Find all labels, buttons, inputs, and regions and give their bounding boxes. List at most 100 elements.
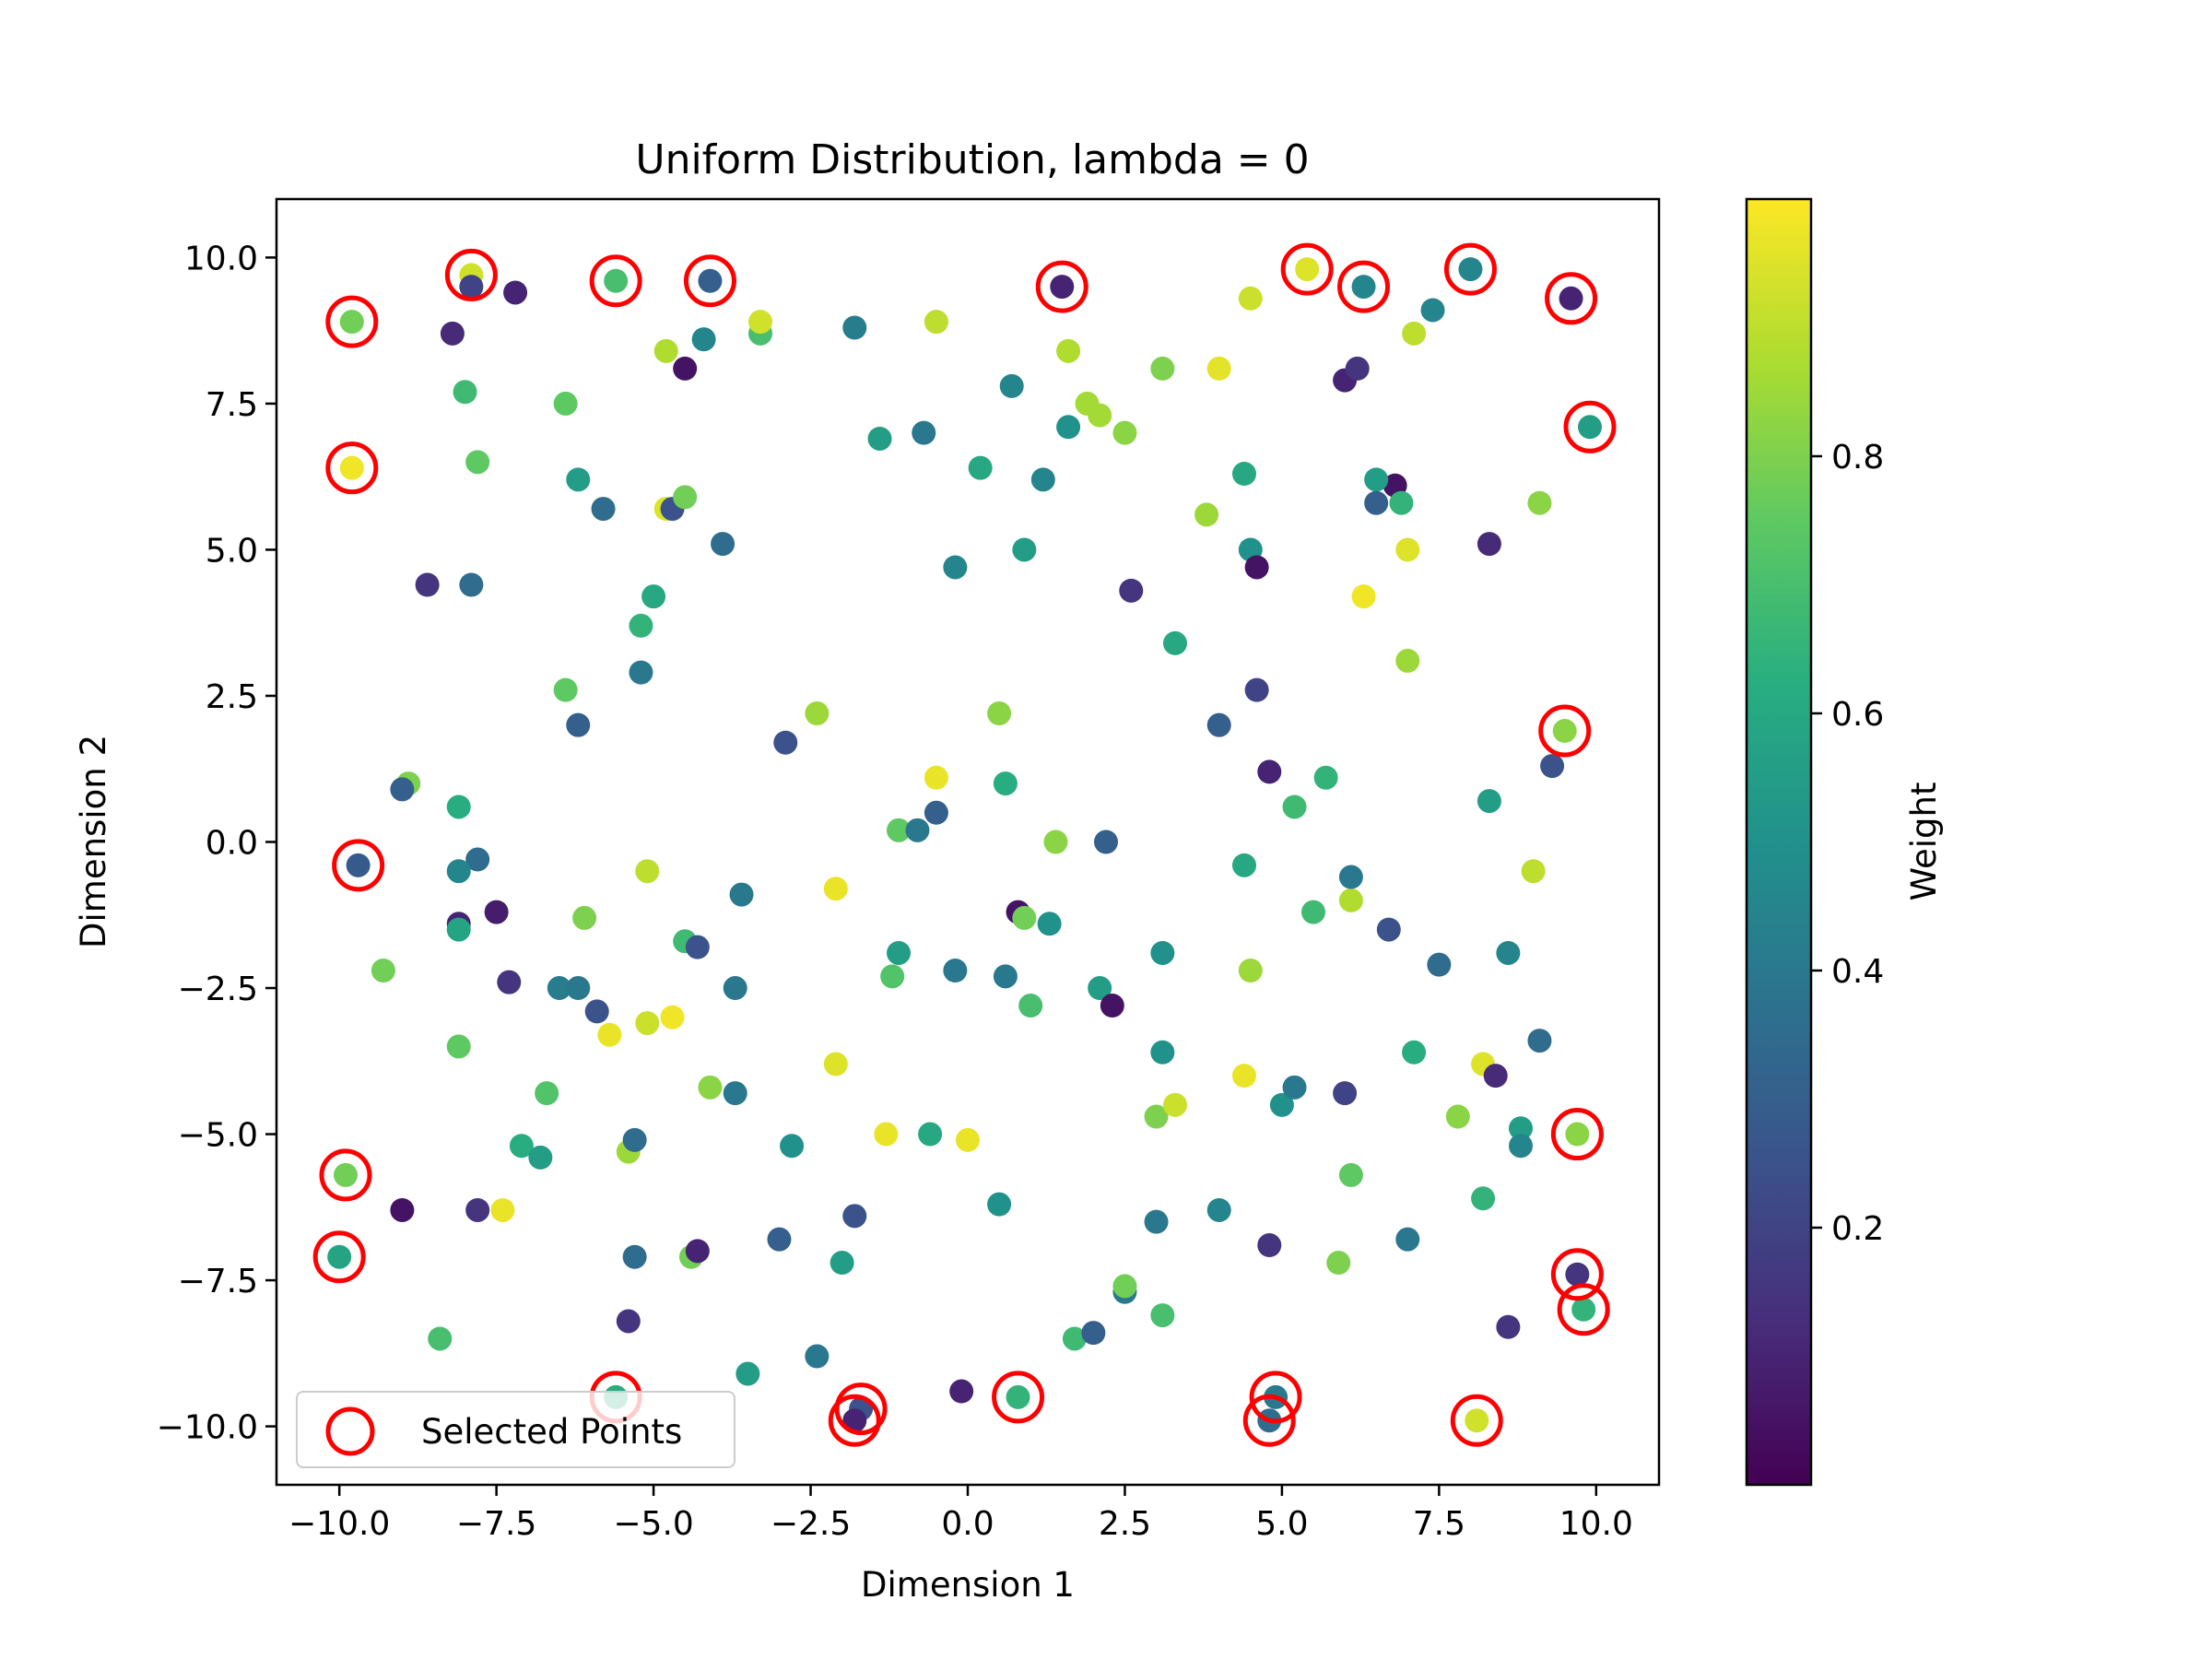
- data-point: [415, 572, 440, 597]
- data-point: [1351, 275, 1376, 300]
- x-tick-label: −7.5: [456, 1505, 536, 1543]
- data-point: [1509, 1134, 1533, 1159]
- data-point: [1018, 994, 1043, 1018]
- data-point: [842, 1408, 867, 1433]
- x-axis-label: Dimension 1: [861, 1565, 1075, 1605]
- data-point: [622, 1127, 647, 1152]
- data-point: [711, 532, 735, 557]
- data-point: [1395, 1227, 1420, 1252]
- data-point: [446, 794, 471, 819]
- data-point: [553, 391, 578, 416]
- data-point: [1088, 976, 1112, 1001]
- data-point: [1269, 1092, 1294, 1117]
- data-point: [1389, 490, 1414, 515]
- legend-box: [296, 1391, 735, 1468]
- data-point: [780, 1134, 805, 1159]
- data-point: [968, 455, 993, 480]
- data-point: [629, 613, 653, 638]
- data-point: [1081, 1321, 1106, 1346]
- data-point: [453, 380, 477, 405]
- data-point: [912, 420, 936, 445]
- x-tick-label: 2.5: [1099, 1505, 1151, 1543]
- data-point: [1088, 403, 1112, 428]
- data-point: [1037, 912, 1062, 936]
- data-point: [604, 268, 629, 293]
- data-point: [1194, 502, 1219, 527]
- selected-point-marker: [1550, 1108, 1604, 1161]
- data-point: [1119, 578, 1144, 603]
- data-point: [484, 900, 509, 924]
- y-tick-label: 0.0: [206, 825, 258, 863]
- selected-point-marker: [319, 1148, 372, 1202]
- data-point: [805, 1344, 830, 1369]
- data-point: [1056, 415, 1081, 440]
- data-point: [503, 280, 528, 305]
- data-point: [880, 964, 905, 989]
- data-point: [616, 1309, 641, 1334]
- data-point: [1565, 1262, 1590, 1287]
- data-point: [1338, 1162, 1363, 1187]
- data-point: [1552, 719, 1577, 744]
- data-point: [1062, 1326, 1087, 1351]
- data-point: [1257, 759, 1282, 784]
- data-point: [1540, 754, 1565, 779]
- x-axis-ticks: −10.0 −7.5 −5.0 −2.5 0.0 2.5 5.0 7.5 10.0: [288, 1485, 1633, 1543]
- data-point: [371, 959, 395, 982]
- data-point: [334, 1162, 358, 1187]
- data-point: [956, 1127, 980, 1152]
- selected-point-marker: [332, 839, 385, 892]
- data-point: [1282, 794, 1307, 819]
- data-point: [735, 1361, 760, 1386]
- data-point: [1402, 1040, 1427, 1065]
- data-point: [1465, 1408, 1489, 1433]
- data-point: [1206, 1197, 1231, 1222]
- data-point: [1395, 537, 1420, 562]
- data-point: [629, 660, 653, 685]
- data-point: [993, 964, 1018, 989]
- data-point: [887, 818, 911, 842]
- data-point: [440, 321, 465, 346]
- data-point: [1163, 1092, 1187, 1117]
- data-point: [1521, 859, 1546, 884]
- y-tick-label: 2.5: [206, 678, 258, 716]
- data-point: [1527, 1029, 1552, 1053]
- data-point: [685, 935, 710, 959]
- data-point: [1238, 286, 1263, 311]
- data-point: [1232, 462, 1256, 487]
- selected-point-marker: [325, 295, 379, 348]
- data-point: [490, 1197, 515, 1222]
- selected-point-marker: [992, 1371, 1045, 1424]
- data-point: [1012, 537, 1037, 562]
- data-point: [446, 859, 471, 884]
- y-tick-label: 5.0: [206, 532, 258, 570]
- data-point: [446, 1034, 471, 1059]
- data-point: [1056, 338, 1081, 363]
- data-point: [1496, 940, 1521, 965]
- data-point: [918, 1122, 943, 1147]
- y-tick-label: 10.0: [184, 240, 258, 277]
- data-point: [1345, 356, 1370, 381]
- selected-point-marker: [1443, 242, 1497, 296]
- selected-point-marker: [1557, 1283, 1610, 1336]
- data-point: [685, 1239, 710, 1264]
- data-point: [1313, 765, 1338, 790]
- data-point: [1244, 555, 1269, 580]
- data-point: [465, 450, 490, 475]
- data-point: [566, 467, 591, 492]
- data-point: [723, 1081, 747, 1106]
- x-tick-label: 5.0: [1255, 1505, 1308, 1543]
- data-point: [1301, 900, 1325, 924]
- colorbar-label: Weight: [1904, 782, 1944, 901]
- data-point: [1257, 1233, 1282, 1258]
- data-point: [887, 940, 911, 965]
- selected-point-marker: [1563, 400, 1617, 453]
- selected-point-marker: [1550, 1248, 1604, 1301]
- data-point: [553, 677, 578, 702]
- data-point: [1338, 888, 1363, 912]
- y-tick-label: −5.0: [178, 1117, 258, 1155]
- selected-point-marker: [444, 248, 498, 301]
- data-point: [1163, 630, 1187, 655]
- x-tick-label: 7.5: [1413, 1505, 1465, 1543]
- data-point: [1496, 1314, 1521, 1339]
- selected-point-marker: [1545, 272, 1598, 325]
